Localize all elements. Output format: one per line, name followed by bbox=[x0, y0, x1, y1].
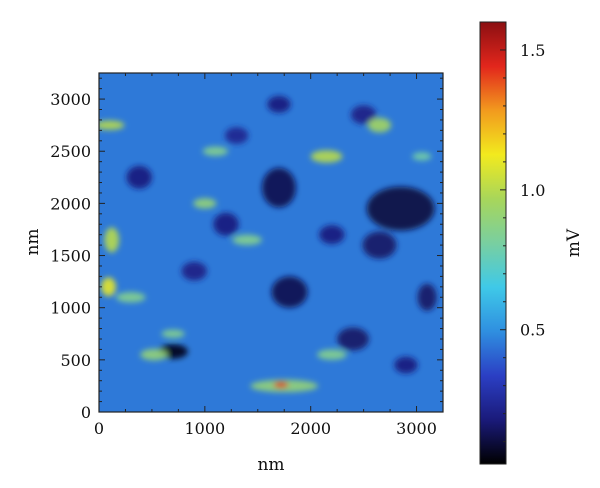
y-tick-label-6: 3000 bbox=[50, 90, 91, 109]
colorbar-tick-label-0: 0.5 bbox=[520, 321, 545, 340]
heatmap-high-region-23 bbox=[140, 348, 168, 361]
y-axis-title: nm bbox=[23, 228, 43, 255]
heatmap-high-region-19 bbox=[367, 117, 392, 133]
heatmap-low-region-5 bbox=[213, 212, 239, 236]
heatmap-low-region-10 bbox=[319, 225, 345, 245]
heatmap-low-region-9 bbox=[417, 283, 437, 311]
heatmap-high-region-28 bbox=[161, 329, 185, 338]
heatmap-high-region-17 bbox=[101, 277, 116, 297]
heatmap-high-region-27 bbox=[317, 349, 347, 360]
x-axis-ticks: 0 1000 2000 3000 bbox=[94, 73, 437, 438]
colorbar-tick-label-2: 1.5 bbox=[520, 41, 545, 60]
y-tick-label-5: 2500 bbox=[50, 142, 91, 161]
heatmap-high-region-18 bbox=[310, 150, 343, 163]
heatmap-low-region-13 bbox=[224, 127, 249, 144]
heatmap-low-region-8 bbox=[267, 95, 291, 113]
y-tick-label-1: 500 bbox=[60, 351, 91, 370]
y-axis-ticks: 0 500 1000 1500 2000 2500 3000 bbox=[50, 77, 443, 422]
heatmap-high-region-15 bbox=[99, 120, 125, 130]
plot-frame bbox=[98, 72, 444, 413]
heatmap-low-region-14 bbox=[350, 105, 377, 125]
heatmap-low-region-4 bbox=[362, 231, 397, 259]
colorbar-ticks: 0.5 1.0 1.5 bbox=[500, 41, 545, 443]
heatmap-low-region-11 bbox=[181, 261, 207, 281]
heatmap-high-region-22 bbox=[273, 381, 289, 389]
colorbar-title: mV bbox=[564, 228, 584, 257]
x-tick-label-3: 3000 bbox=[396, 419, 437, 438]
heatmap-high-region-25 bbox=[115, 292, 146, 303]
heatmap-high-region-29 bbox=[412, 152, 432, 161]
heatmap-high-region-24 bbox=[232, 234, 263, 246]
heatmap-high-region-26 bbox=[202, 146, 229, 156]
heatmap-low-region-0 bbox=[262, 167, 296, 208]
heatmap-field bbox=[99, 73, 443, 412]
y-tick-label-4: 2000 bbox=[50, 194, 91, 213]
heatmap-low-region-1 bbox=[366, 186, 435, 231]
x-axis-title: nm bbox=[257, 455, 284, 475]
x-tick-label-0: 0 bbox=[94, 419, 104, 438]
heatmap-low-region-2 bbox=[271, 276, 308, 308]
y-tick-label-0: 0 bbox=[81, 403, 91, 422]
colorbar-tick-label-1: 1.0 bbox=[520, 181, 545, 200]
heatmap-low-region-6 bbox=[337, 327, 369, 351]
heatmap-high-region-16 bbox=[104, 227, 120, 253]
heatmap-features bbox=[99, 95, 437, 393]
colorbar bbox=[479, 21, 507, 465]
heatmap-low-region-7 bbox=[126, 165, 152, 189]
x-tick-label-1: 1000 bbox=[184, 419, 225, 438]
y-tick-label-2: 1000 bbox=[50, 299, 91, 318]
x-tick-label-2: 2000 bbox=[290, 419, 331, 438]
y-tick-label-3: 1500 bbox=[50, 247, 91, 266]
heatmap-low-region-12 bbox=[394, 356, 418, 374]
heatmap-high-region-20 bbox=[193, 198, 217, 209]
